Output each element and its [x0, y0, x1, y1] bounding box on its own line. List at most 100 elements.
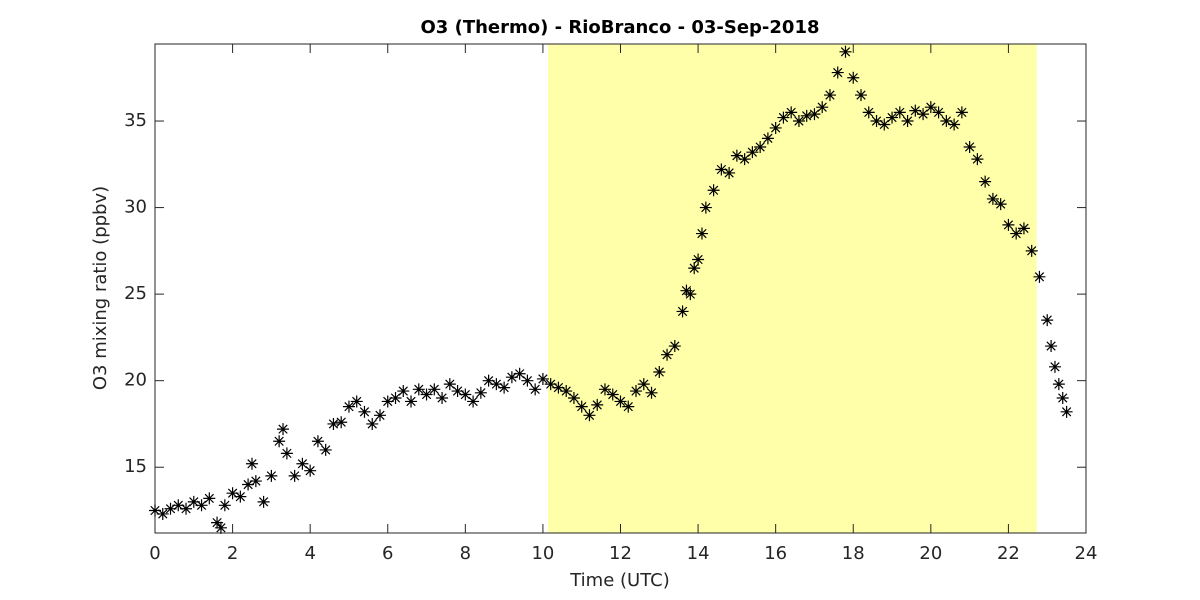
data-point: [474, 386, 487, 399]
data-point: [1060, 405, 1073, 418]
x-axis-label: Time (UTC): [569, 570, 670, 591]
y-tick-label: 25: [124, 283, 147, 304]
data-point: [901, 115, 914, 128]
data-point: [180, 502, 193, 515]
data-point: [265, 469, 278, 482]
data-point: [754, 140, 767, 153]
data-point: [389, 391, 402, 404]
shaded-span: [547, 44, 1037, 533]
data-point: [622, 400, 635, 413]
data-point: [280, 447, 293, 460]
data-point: [598, 383, 611, 396]
data-point: [311, 435, 324, 448]
data-point: [218, 499, 231, 512]
x-tick-label: 12: [609, 543, 632, 564]
data-point: [661, 348, 674, 361]
data-point: [785, 106, 798, 119]
data-point: [373, 409, 386, 422]
data-point: [653, 366, 666, 379]
data-point: [149, 504, 161, 517]
data-point: [443, 378, 456, 391]
data-point: [428, 383, 441, 396]
data-point: [1002, 218, 1015, 231]
data-point: [1045, 340, 1058, 353]
data-point: [521, 374, 534, 387]
data-point: [490, 378, 503, 391]
data-point: [397, 385, 410, 398]
data-point: [156, 507, 169, 520]
data-point: [707, 184, 720, 197]
data-point: [172, 499, 185, 512]
data-point: [1052, 378, 1065, 391]
x-tick-label: 16: [764, 543, 787, 564]
x-tick-label: 20: [919, 543, 942, 564]
data-point: [505, 371, 518, 384]
data-point: [738, 153, 751, 166]
data-point: [187, 495, 200, 508]
data-point: [366, 417, 379, 430]
data-point: [451, 385, 464, 398]
data-point: [342, 400, 355, 413]
data-point: [358, 405, 371, 418]
axes-box: [154, 43, 1087, 534]
data-point: [304, 464, 317, 477]
data-point: [730, 149, 743, 162]
data-point: [909, 104, 922, 117]
y-axis-label: O3 mixing ratio (ppbv): [90, 186, 111, 390]
data-point: [242, 478, 255, 491]
data-point: [319, 443, 332, 456]
y-tick-label: 15: [124, 456, 147, 477]
data-point: [412, 383, 425, 396]
data-point: [917, 108, 930, 121]
data-point: [994, 198, 1007, 211]
data-point: [878, 118, 891, 131]
data-point: [606, 388, 619, 401]
data-point: [676, 305, 689, 318]
data-point: [575, 400, 588, 413]
data-point: [296, 457, 309, 470]
data-point: [1017, 222, 1030, 235]
data-point: [591, 398, 604, 411]
data-point: [420, 388, 433, 401]
data-point: [245, 457, 258, 470]
data-point: [839, 45, 852, 58]
data-point: [203, 492, 216, 505]
data-point: [567, 391, 580, 404]
data-point: [746, 146, 759, 159]
x-tick-label: 24: [1075, 543, 1098, 564]
data-point: [214, 521, 227, 534]
data-point: [823, 89, 836, 102]
data-point: [792, 115, 805, 128]
data-point: [288, 469, 301, 482]
x-tick-label: 0: [149, 543, 160, 564]
data-point: [273, 435, 286, 448]
x-tick-label: 14: [687, 543, 710, 564]
data-point: [692, 253, 705, 266]
data-point: [924, 101, 937, 114]
data-point: [560, 385, 573, 398]
data-point: [955, 106, 968, 119]
data-point: [277, 423, 290, 436]
data-point: [552, 381, 565, 394]
data-point: [1010, 227, 1023, 240]
data-point: [1041, 314, 1054, 327]
x-tick-label: 2: [227, 543, 238, 564]
data-point: [513, 367, 526, 380]
data-point: [257, 495, 270, 508]
data-point: [893, 106, 906, 119]
data-point: [630, 385, 643, 398]
data-point: [699, 201, 712, 214]
data-point: [467, 395, 480, 408]
data-point: [688, 262, 701, 275]
x-tick-label: 8: [460, 543, 471, 564]
data-point: [405, 395, 418, 408]
data-point: [808, 108, 821, 121]
data-point: [723, 166, 736, 179]
data-point: [211, 516, 224, 529]
data-point: [855, 89, 868, 102]
data-point: [498, 381, 511, 394]
data-point: [831, 66, 844, 79]
data-point: [777, 111, 790, 124]
data-point: [459, 388, 472, 401]
